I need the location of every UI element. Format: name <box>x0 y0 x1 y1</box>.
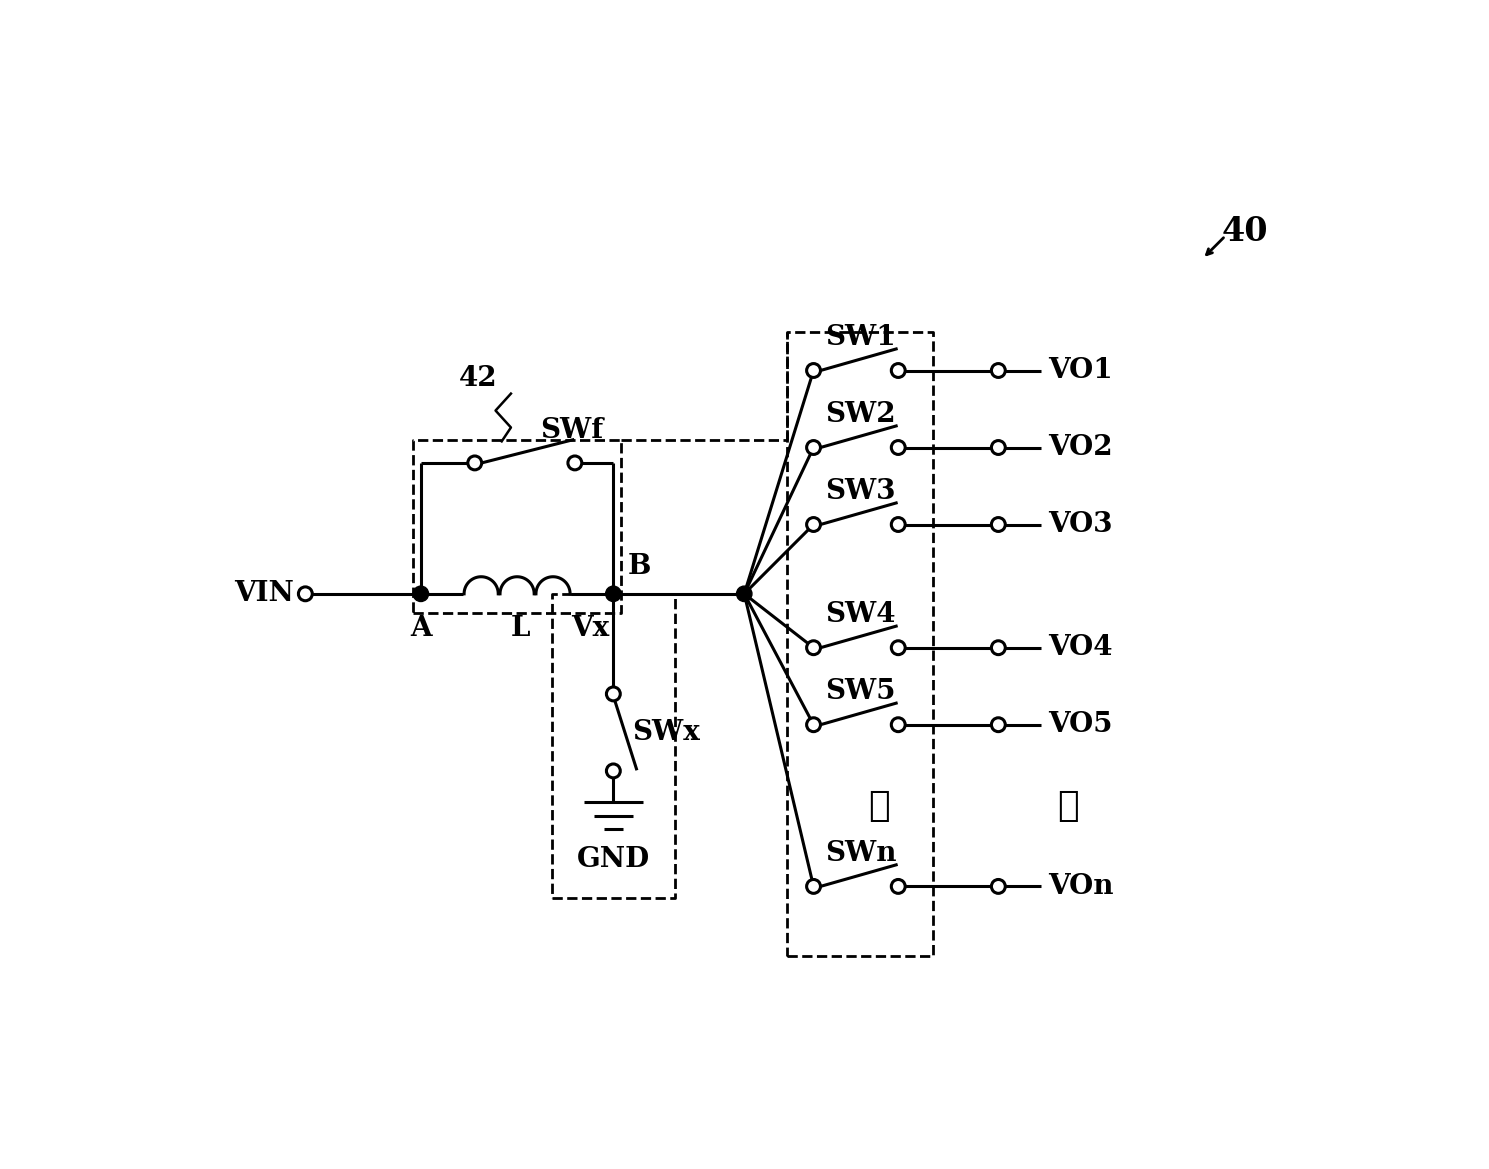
Circle shape <box>737 586 752 602</box>
Text: ⋮: ⋮ <box>1057 789 1078 823</box>
Circle shape <box>892 364 905 378</box>
Text: 42: 42 <box>459 365 497 392</box>
Circle shape <box>807 718 820 732</box>
Circle shape <box>892 641 905 655</box>
Circle shape <box>892 518 905 532</box>
Text: SWn: SWn <box>825 841 896 867</box>
Text: ⋮: ⋮ <box>868 789 890 823</box>
Circle shape <box>992 641 1005 655</box>
Text: SW2: SW2 <box>825 401 896 428</box>
Circle shape <box>298 587 313 601</box>
Circle shape <box>992 718 1005 732</box>
Circle shape <box>807 879 820 893</box>
Circle shape <box>992 879 1005 893</box>
Circle shape <box>807 641 820 655</box>
Text: SW4: SW4 <box>825 602 895 629</box>
Text: SWx: SWx <box>633 719 700 746</box>
Text: SW3: SW3 <box>825 478 895 505</box>
Text: GND: GND <box>576 846 649 873</box>
Text: VOn: VOn <box>1048 873 1114 900</box>
Circle shape <box>807 518 820 532</box>
Circle shape <box>412 586 429 602</box>
Text: Vx: Vx <box>572 615 609 643</box>
Text: VIN: VIN <box>234 580 293 608</box>
Text: B: B <box>627 553 651 580</box>
Text: L: L <box>511 615 530 643</box>
Circle shape <box>606 586 621 602</box>
Circle shape <box>606 687 621 701</box>
Circle shape <box>992 441 1005 455</box>
Text: SW5: SW5 <box>825 678 895 705</box>
Circle shape <box>892 879 905 893</box>
Text: SWf: SWf <box>541 416 603 444</box>
Text: VO4: VO4 <box>1048 635 1112 662</box>
Text: A: A <box>409 615 432 643</box>
Circle shape <box>807 441 820 455</box>
Circle shape <box>992 364 1005 378</box>
Text: VO2: VO2 <box>1048 434 1112 461</box>
Circle shape <box>567 456 582 470</box>
Circle shape <box>606 765 621 777</box>
Circle shape <box>468 456 481 470</box>
Text: VO5: VO5 <box>1048 711 1112 738</box>
Circle shape <box>892 441 905 455</box>
Text: VO1: VO1 <box>1048 357 1112 383</box>
Text: VO3: VO3 <box>1048 511 1112 538</box>
Circle shape <box>892 718 905 732</box>
Text: SW1: SW1 <box>825 324 896 351</box>
Text: 40: 40 <box>1221 215 1269 248</box>
Circle shape <box>992 518 1005 532</box>
Circle shape <box>807 364 820 378</box>
